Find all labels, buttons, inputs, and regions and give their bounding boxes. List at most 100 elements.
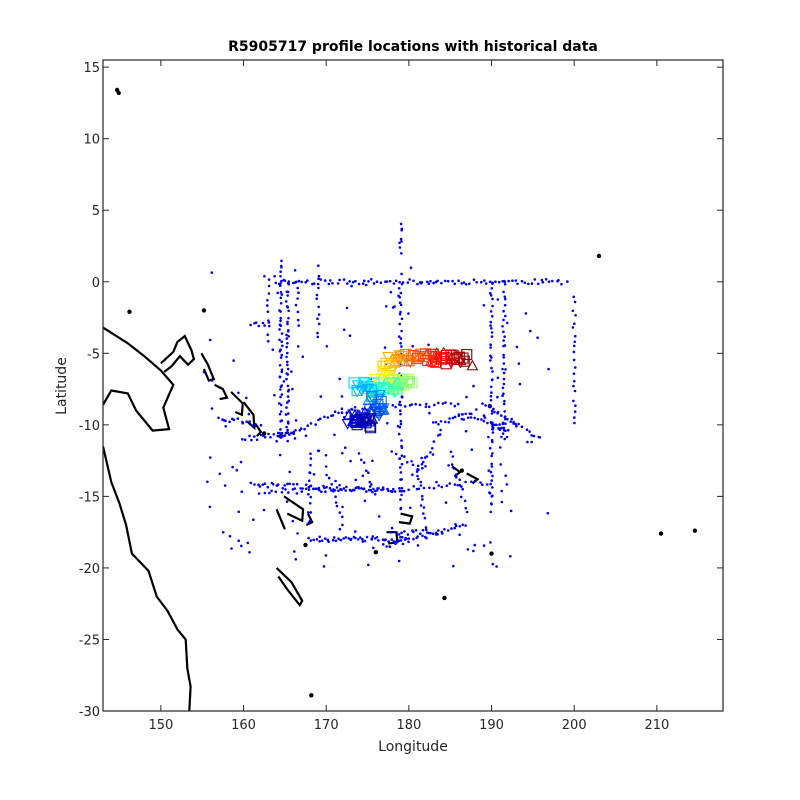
historical-point (501, 367, 504, 371)
historical-point (432, 487, 436, 490)
historical-point (514, 422, 517, 426)
axes-frame (102, 59, 724, 712)
historical-point (273, 274, 276, 278)
historical-point (304, 281, 308, 284)
historical-point (489, 398, 493, 402)
historical-point (333, 433, 336, 437)
historical-point (501, 325, 504, 328)
historical-point (560, 282, 563, 286)
historical-point (500, 426, 503, 430)
historical-point (468, 282, 471, 286)
historical-point (503, 437, 507, 441)
historical-point (464, 506, 468, 510)
historical-point (443, 279, 447, 283)
profile-marker (403, 378, 416, 389)
historical-point (298, 429, 302, 432)
historical-point (393, 305, 396, 308)
historical-point (274, 281, 278, 285)
historical-point (343, 446, 347, 450)
coastline-segment (103, 326, 175, 432)
historical-point (338, 278, 341, 282)
coastline-segment (275, 567, 304, 608)
historical-point (284, 300, 288, 303)
historical-point (473, 543, 477, 547)
historical-point (287, 282, 291, 286)
historical-point (347, 537, 351, 540)
historical-point (458, 525, 462, 528)
historical-point (325, 485, 328, 489)
historical-point (422, 460, 425, 464)
historical-point (416, 535, 420, 538)
historical-point (367, 280, 370, 283)
historical-point (482, 544, 486, 547)
historical-point (489, 346, 492, 349)
historical-point (288, 433, 291, 436)
historical-point (489, 294, 493, 297)
historical-point (572, 295, 575, 299)
historical-point (446, 279, 450, 283)
historical-point (491, 494, 494, 498)
historical-point (504, 368, 507, 371)
historical-point (423, 535, 427, 539)
historical-point (505, 483, 509, 486)
island-dot (459, 468, 464, 473)
historical-point (399, 222, 403, 226)
historical-point (285, 425, 288, 429)
historical-point (262, 508, 266, 512)
historical-point (502, 377, 506, 381)
historical-point (280, 332, 284, 335)
historical-point (574, 366, 577, 369)
historical-point (507, 279, 511, 283)
historical-point (489, 343, 492, 347)
historical-point (370, 278, 373, 281)
historical-point (469, 416, 473, 419)
profile-marker (388, 387, 401, 399)
historical-point (237, 539, 240, 542)
historical-point (401, 535, 404, 539)
historical-point (472, 384, 475, 388)
historical-point (421, 534, 424, 538)
historical-point (397, 403, 401, 406)
historical-point (399, 507, 403, 511)
historical-point (449, 450, 453, 454)
historical-point (441, 402, 445, 405)
historical-point (462, 418, 466, 421)
historical-point (290, 431, 293, 435)
coastline-segment (230, 391, 244, 417)
historical-point (420, 494, 424, 498)
historical-point (439, 420, 443, 423)
historical-point (447, 421, 451, 424)
historical-point (385, 280, 389, 283)
historical-point (278, 453, 282, 457)
profile-marker (351, 410, 363, 422)
historical-point (458, 483, 462, 487)
historical-point (411, 463, 415, 467)
historical-point (572, 399, 575, 403)
historical-point (451, 455, 455, 458)
historical-point (496, 298, 500, 301)
historical-point (349, 537, 353, 541)
historical-point (287, 422, 290, 425)
historical-point (297, 291, 300, 295)
historical-point (466, 548, 470, 551)
historical-point (393, 490, 397, 493)
historical-point (224, 419, 227, 423)
historical-point (384, 538, 387, 541)
historical-point (490, 454, 493, 458)
historical-point (232, 418, 236, 422)
historical-point (286, 367, 290, 371)
historical-point (397, 287, 401, 290)
historical-point (348, 280, 351, 283)
profile-marker (395, 378, 407, 390)
historical-point (509, 555, 512, 558)
historical-point (400, 252, 403, 255)
historical-point (429, 531, 432, 535)
historical-point (417, 477, 420, 481)
historical-point (530, 282, 534, 285)
historical-point (248, 420, 251, 423)
historical-point (324, 490, 327, 494)
historical-point (353, 406, 357, 409)
historical-point (444, 401, 447, 404)
historical-point (399, 539, 403, 542)
profile-marker (360, 417, 372, 429)
